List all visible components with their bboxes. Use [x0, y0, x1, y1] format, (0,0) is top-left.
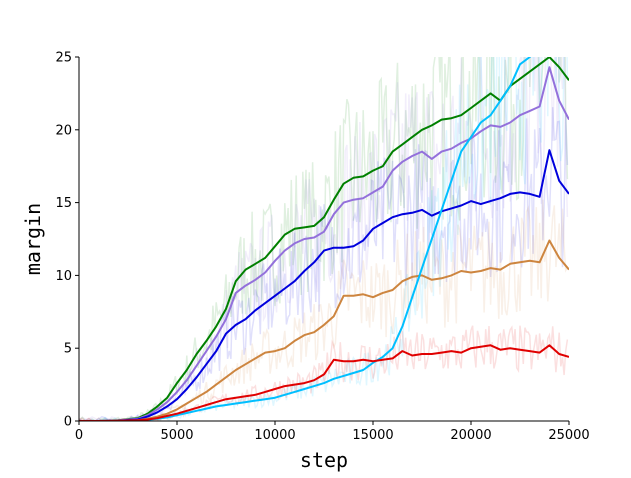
x-tick-label: 5000 [160, 428, 193, 443]
x-tick-label: 10000 [254, 428, 295, 443]
y-tick-label: 10 [55, 269, 72, 284]
noise-layer [79, 57, 569, 421]
series-layer [79, 57, 569, 421]
series-4-line [79, 57, 532, 421]
y-tick-label: 15 [55, 196, 72, 211]
axis-layer: 0 5000 10000 15000 20000 25000 0 5 10 15 20 25 [55, 51, 589, 444]
x-tick-label: 0 [75, 428, 83, 443]
series-3-raw-trace [79, 199, 569, 421]
y-tick-label: 20 [55, 123, 72, 138]
series-1-line [79, 66, 569, 421]
series-5-raw-trace [79, 325, 569, 421]
series-2-line [79, 149, 569, 421]
y-tick-label: 25 [55, 51, 72, 66]
series-0-line [79, 57, 569, 421]
x-tick-label: 15000 [352, 428, 393, 443]
y-tick-label: 5 [64, 342, 72, 357]
y-tick-label: 0 [64, 415, 72, 430]
series-3-line [79, 239, 569, 421]
x-tick-label: 25000 [548, 428, 589, 443]
x-axis-label: step [300, 448, 348, 472]
series-4-raw-trace [79, 57, 569, 421]
x-tick-label: 20000 [450, 428, 491, 443]
y-axis-label: margin [21, 203, 45, 275]
series-5-line [79, 344, 569, 421]
